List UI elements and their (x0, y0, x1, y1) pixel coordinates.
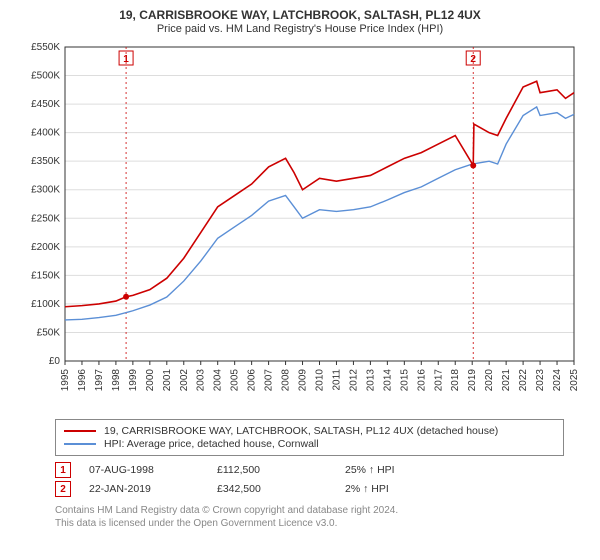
svg-text:2021: 2021 (501, 369, 512, 392)
sale-date: 22-JAN-2019 (89, 483, 217, 495)
svg-text:2012: 2012 (348, 369, 359, 392)
svg-text:2000: 2000 (145, 369, 156, 392)
svg-text:£250K: £250K (31, 213, 60, 224)
svg-text:2007: 2007 (264, 369, 275, 392)
sale-date: 07-AUG-1998 (89, 464, 217, 476)
legend-label: HPI: Average price, detached house, Corn… (104, 438, 319, 450)
svg-text:£50K: £50K (37, 327, 61, 338)
svg-text:2010: 2010 (315, 369, 326, 392)
svg-text:2002: 2002 (179, 369, 190, 392)
series-hpi (65, 107, 574, 320)
svg-text:2: 2 (470, 54, 476, 65)
series-price_paid (65, 81, 574, 307)
svg-text:2014: 2014 (382, 369, 393, 392)
sales-table: 1 07-AUG-1998£112,50025% ↑ HPI 2 22-JAN-201… (55, 462, 564, 497)
license-text: Contains HM Land Registry data © Crown c… (55, 505, 564, 530)
license-line-2: This data is licensed under the Open Gov… (55, 518, 564, 531)
svg-text:£550K: £550K (31, 42, 60, 53)
svg-text:2015: 2015 (399, 369, 410, 392)
svg-text:2001: 2001 (162, 369, 173, 392)
svg-text:2023: 2023 (535, 369, 546, 392)
legend-item: 19, CARRISBROOKE WAY, LATCHBROOK, SALTAS… (64, 425, 555, 437)
legend-swatch (64, 430, 96, 432)
svg-text:2020: 2020 (484, 369, 495, 392)
svg-text:2025: 2025 (569, 369, 580, 392)
sale-row: 2 22-JAN-2019£342,5002% ↑ HPI (55, 481, 564, 497)
sale-delta: 2% ↑ HPI (345, 483, 473, 495)
svg-text:£300K: £300K (31, 185, 60, 196)
chart-subtitle: Price paid vs. HM Land Registry's House … (10, 23, 590, 35)
svg-text:£450K: £450K (31, 99, 60, 110)
sale-delta: 25% ↑ HPI (345, 464, 473, 476)
legend-label: 19, CARRISBROOKE WAY, LATCHBROOK, SALTAS… (104, 425, 498, 437)
svg-text:2003: 2003 (196, 369, 207, 392)
svg-text:1997: 1997 (94, 369, 105, 392)
svg-text:£100K: £100K (31, 299, 60, 310)
svg-text:2008: 2008 (281, 369, 292, 392)
svg-text:2018: 2018 (450, 369, 461, 392)
license-line-1: Contains HM Land Registry data © Crown c… (55, 505, 564, 518)
svg-text:2005: 2005 (230, 369, 241, 392)
legend-item: HPI: Average price, detached house, Corn… (64, 438, 555, 450)
svg-text:£350K: £350K (31, 156, 60, 167)
svg-text:1996: 1996 (77, 369, 88, 392)
svg-text:2022: 2022 (518, 369, 529, 392)
legend: 19, CARRISBROOKE WAY, LATCHBROOK, SALTAS… (55, 419, 564, 456)
svg-text:2011: 2011 (331, 369, 342, 391)
chart-plot: £0 £50K £100K £150K £200K £250K £300K £350K £400… (20, 41, 580, 411)
sale-price: £342,500 (217, 483, 345, 495)
sale-row: 1 07-AUG-1998£112,50025% ↑ HPI (55, 462, 564, 478)
svg-text:1999: 1999 (128, 369, 139, 392)
svg-text:£0: £0 (49, 356, 61, 367)
chart-title: 19, CARRISBROOKE WAY, LATCHBROOK, SALTAS… (10, 8, 590, 22)
chart-container: 19, CARRISBROOKE WAY, LATCHBROOK, SALTAS… (0, 0, 600, 560)
svg-text:£500K: £500K (31, 71, 60, 82)
svg-text:£200K: £200K (31, 242, 60, 253)
sale-marker-icon: 2 (55, 481, 71, 497)
svg-text:2016: 2016 (416, 369, 427, 392)
svg-text:2013: 2013 (365, 369, 376, 392)
svg-text:2006: 2006 (247, 369, 258, 392)
svg-text:1998: 1998 (111, 369, 122, 392)
svg-text:2017: 2017 (433, 369, 444, 392)
sale-price: £112,500 (217, 464, 345, 476)
sale-marker-icon: 1 (55, 462, 71, 478)
chart-svg: £0 £50K £100K £150K £200K £250K £300K £350K £400… (20, 41, 580, 411)
svg-text:£150K: £150K (31, 270, 60, 281)
legend-swatch (64, 443, 96, 445)
svg-text:2019: 2019 (467, 369, 478, 392)
svg-text:1: 1 (123, 54, 129, 65)
svg-text:£400K: £400K (31, 128, 60, 139)
svg-text:1995: 1995 (60, 369, 71, 392)
svg-text:2009: 2009 (298, 369, 309, 392)
svg-text:2004: 2004 (213, 369, 224, 392)
svg-text:2024: 2024 (552, 369, 563, 392)
